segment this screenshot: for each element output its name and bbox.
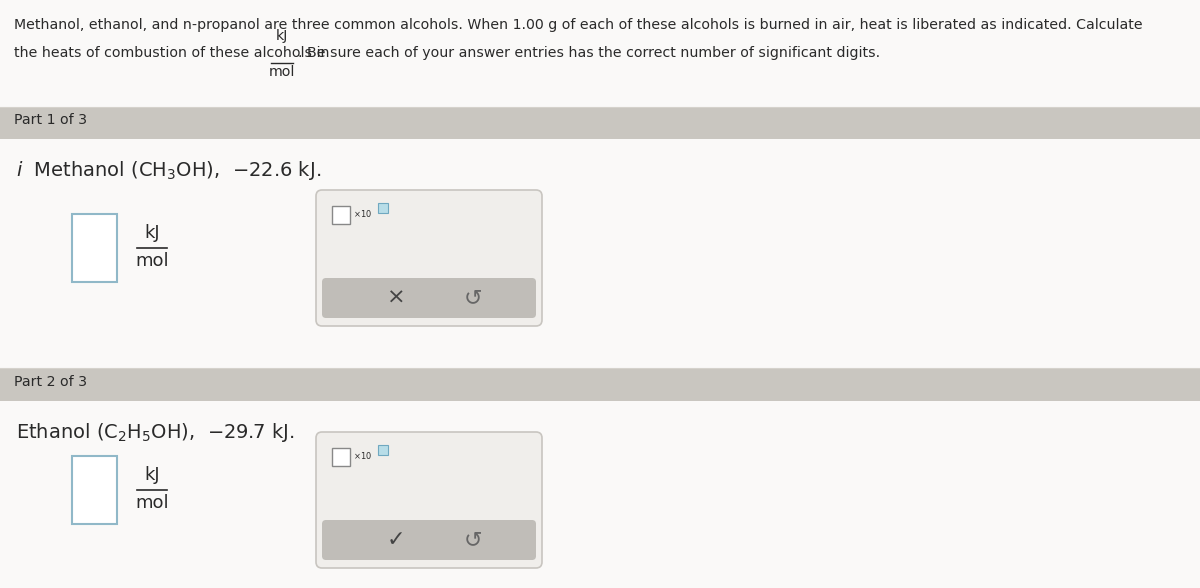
Text: . Be sure each of your answer entries has the correct number of significant digi: . Be sure each of your answer entries ha…: [298, 46, 880, 60]
FancyBboxPatch shape: [0, 401, 1200, 588]
FancyBboxPatch shape: [0, 107, 1200, 139]
FancyBboxPatch shape: [0, 0, 1200, 108]
FancyBboxPatch shape: [72, 456, 118, 524]
Text: ×: ×: [386, 288, 406, 308]
Text: Part 1 of 3: Part 1 of 3: [14, 113, 88, 127]
Text: Part 2 of 3: Part 2 of 3: [14, 375, 88, 389]
Text: ↺: ↺: [463, 288, 482, 308]
FancyBboxPatch shape: [316, 190, 542, 326]
FancyBboxPatch shape: [0, 139, 1200, 369]
Text: kJ: kJ: [144, 224, 160, 242]
Text: ↺: ↺: [463, 530, 482, 550]
Text: $_{\times 10}$: $_{\times 10}$: [353, 449, 372, 462]
Text: mol: mol: [136, 252, 169, 270]
Text: kJ: kJ: [144, 466, 160, 484]
Text: mol: mol: [136, 494, 169, 512]
Text: Methanol, ethanol, and n-propanol are three common alcohols. When 1.00 g of each: Methanol, ethanol, and n-propanol are th…: [14, 18, 1142, 32]
FancyBboxPatch shape: [0, 369, 1200, 401]
FancyBboxPatch shape: [332, 206, 350, 224]
Text: the heats of combustion of these alcohols in: the heats of combustion of these alcohol…: [14, 46, 330, 60]
Text: kJ: kJ: [276, 29, 288, 43]
FancyBboxPatch shape: [316, 432, 542, 568]
Text: ✓: ✓: [386, 530, 406, 550]
FancyBboxPatch shape: [322, 278, 536, 318]
Text: $i$  Methanol $\left(\mathrm{CH_3OH}\right)$,  $-$22.6 kJ.: $i$ Methanol $\left(\mathrm{CH_3OH}\righ…: [16, 159, 322, 182]
FancyBboxPatch shape: [322, 520, 536, 560]
FancyBboxPatch shape: [378, 445, 388, 455]
FancyBboxPatch shape: [378, 203, 388, 213]
Text: mol: mol: [269, 65, 295, 79]
Text: Ethanol $\left(\mathrm{C_2H_5OH}\right)$,  $-$29.7 kJ.: Ethanol $\left(\mathrm{C_2H_5OH}\right)$…: [16, 421, 294, 444]
FancyBboxPatch shape: [332, 448, 350, 466]
Text: $_{\times 10}$: $_{\times 10}$: [353, 207, 372, 220]
FancyBboxPatch shape: [72, 214, 118, 282]
